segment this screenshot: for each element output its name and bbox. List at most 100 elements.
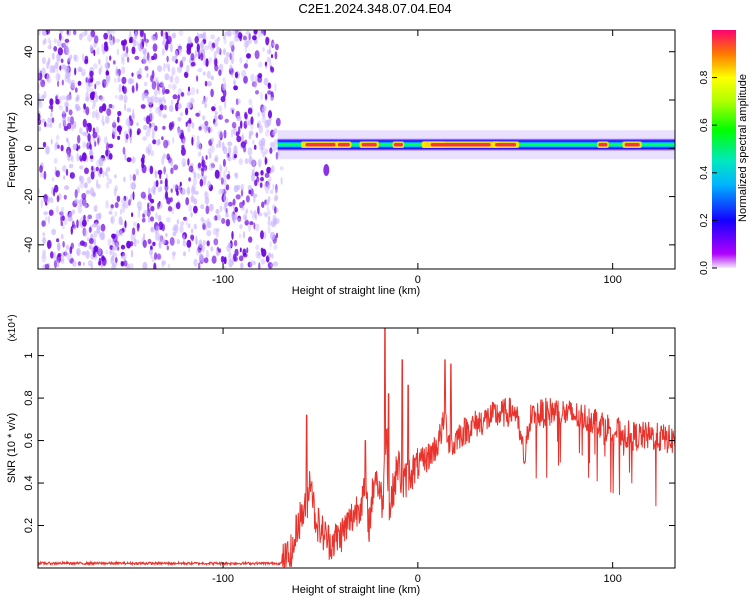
noise-dot: [215, 208, 220, 215]
noise-dot: [264, 172, 270, 178]
spectrogram-ticks: -100 0 100 -40 -20 0 20 40: [23, 30, 675, 286]
noise-dot: [104, 115, 110, 124]
noise-dot: [150, 198, 155, 204]
colorbar-tick-label: 0.8: [699, 70, 710, 84]
noise-dot: [225, 166, 228, 172]
noise-dot: [202, 115, 206, 121]
noise-dot: [216, 46, 221, 55]
noise-dot: [58, 122, 62, 129]
noise-dot: [81, 152, 87, 162]
noise-dot: [261, 105, 267, 112]
noise-dot: [146, 52, 150, 61]
noise-dot: [267, 225, 271, 234]
noise-dot: [81, 251, 87, 256]
spectrogram-frame: [37, 29, 676, 270]
noise-dot: [203, 257, 209, 264]
noise-dot: [103, 136, 108, 145]
noise-dot: [74, 103, 80, 111]
noise-dot: [265, 36, 270, 46]
noise-dot: [242, 214, 247, 221]
noise-dot: [131, 182, 137, 190]
noise-dot: [53, 46, 58, 52]
noise-dot: [45, 123, 51, 128]
noise-dot: [186, 239, 192, 248]
noise-dot: [232, 214, 236, 223]
noise-dot: [60, 234, 64, 240]
noise-dot: [231, 109, 234, 115]
noise-dot: [79, 165, 84, 170]
noise-dot: [162, 153, 166, 159]
noise-dot: [246, 247, 249, 254]
noise-dot: [120, 94, 124, 100]
noise-dot: [181, 56, 186, 62]
noise-dot: [47, 117, 52, 124]
noise-dot: [65, 71, 71, 80]
noise-dot: [129, 128, 132, 138]
noise-dot: [60, 221, 64, 227]
noise-dot: [177, 103, 182, 109]
noise-dot: [43, 193, 48, 203]
noise-dot: [111, 264, 116, 269]
noise-dot: [102, 79, 107, 88]
noise-dot: [83, 229, 88, 238]
noise-dot: [255, 90, 259, 95]
noise-dot: [88, 238, 94, 244]
noise-dot: [188, 101, 193, 109]
noise-dot: [108, 103, 113, 109]
noise-dot: [269, 141, 275, 148]
noise-dot: [117, 116, 120, 123]
noise-dot: [155, 231, 160, 241]
noise-dot: [179, 46, 183, 53]
noise-dot: [247, 184, 252, 192]
noise-dot: [155, 180, 159, 188]
noise-dot: [161, 136, 164, 141]
noise-dot: [53, 38, 57, 44]
noise-dot: [137, 74, 142, 80]
noise-dot: [73, 54, 77, 62]
noise-dot: [253, 260, 256, 266]
noise-dot: [178, 30, 184, 37]
noise-dot: [198, 110, 201, 116]
noise-dot: [198, 262, 201, 269]
noise-dot: [186, 187, 191, 195]
noise-dot: [270, 189, 274, 194]
noise-dot: [132, 108, 135, 118]
noise-dot: [241, 70, 247, 78]
noise-dot: [273, 244, 278, 250]
noise-dot: [67, 141, 70, 147]
noise-dot: [270, 54, 274, 59]
noise-dot: [92, 223, 97, 228]
noise-dot: [139, 38, 143, 44]
noise-dot: [267, 209, 271, 216]
noise-dot: [248, 189, 251, 195]
noise-dot: [68, 212, 73, 219]
noise-dot: [245, 208, 249, 214]
noise-dot: [205, 155, 208, 160]
noise-dot: [254, 171, 259, 177]
noise-dot: [188, 165, 194, 173]
noise-dot: [108, 153, 113, 160]
noise-dot: [66, 253, 72, 261]
noise-dot: [70, 155, 74, 163]
noise-dot: [245, 40, 249, 49]
noise-dot: [91, 91, 95, 101]
noise-dot: [64, 250, 68, 258]
noise-dot: [206, 240, 210, 247]
noise-dot: [72, 144, 78, 150]
noise-dot: [73, 30, 77, 35]
noise-dot: [92, 63, 98, 69]
noise-dot: [236, 98, 241, 105]
noise-dot: [230, 107, 235, 112]
noise-dot: [138, 206, 142, 211]
noise-dot: [217, 129, 223, 139]
noise-dot: [167, 206, 173, 212]
noise-dot: [151, 132, 155, 140]
y-tick-label: 0.4: [23, 475, 35, 490]
noise-dot: [222, 48, 227, 56]
noise-dot: [233, 239, 238, 247]
noise-dot: [120, 251, 126, 257]
noise-dot: [205, 249, 209, 259]
noise-dot: [272, 42, 276, 47]
noise-dot: [185, 121, 188, 127]
noise-dot: [98, 257, 102, 266]
